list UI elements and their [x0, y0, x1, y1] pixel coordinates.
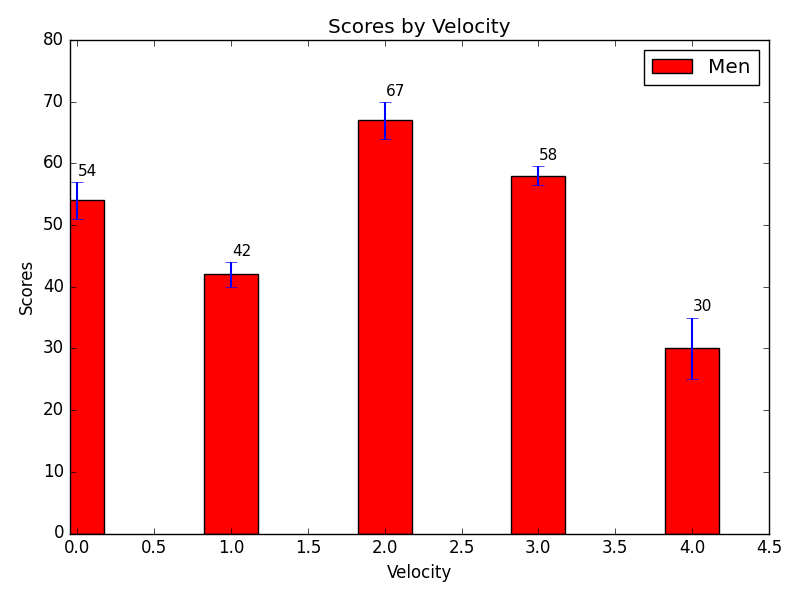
X-axis label: Velocity: Velocity	[386, 564, 452, 582]
Text: 54: 54	[78, 164, 98, 179]
Text: 30: 30	[693, 299, 712, 314]
Bar	[511, 176, 566, 533]
Bar	[204, 274, 258, 533]
Text: 67: 67	[386, 83, 405, 98]
Text: 42: 42	[232, 244, 251, 259]
Bar	[358, 120, 411, 533]
Bar	[50, 200, 104, 533]
Bar	[665, 349, 719, 533]
Y-axis label: Scores: Scores	[18, 259, 36, 314]
Text: 58: 58	[539, 148, 558, 163]
Title: Scores by Velocity: Scores by Velocity	[328, 18, 510, 37]
Legend: Men: Men	[644, 50, 759, 85]
